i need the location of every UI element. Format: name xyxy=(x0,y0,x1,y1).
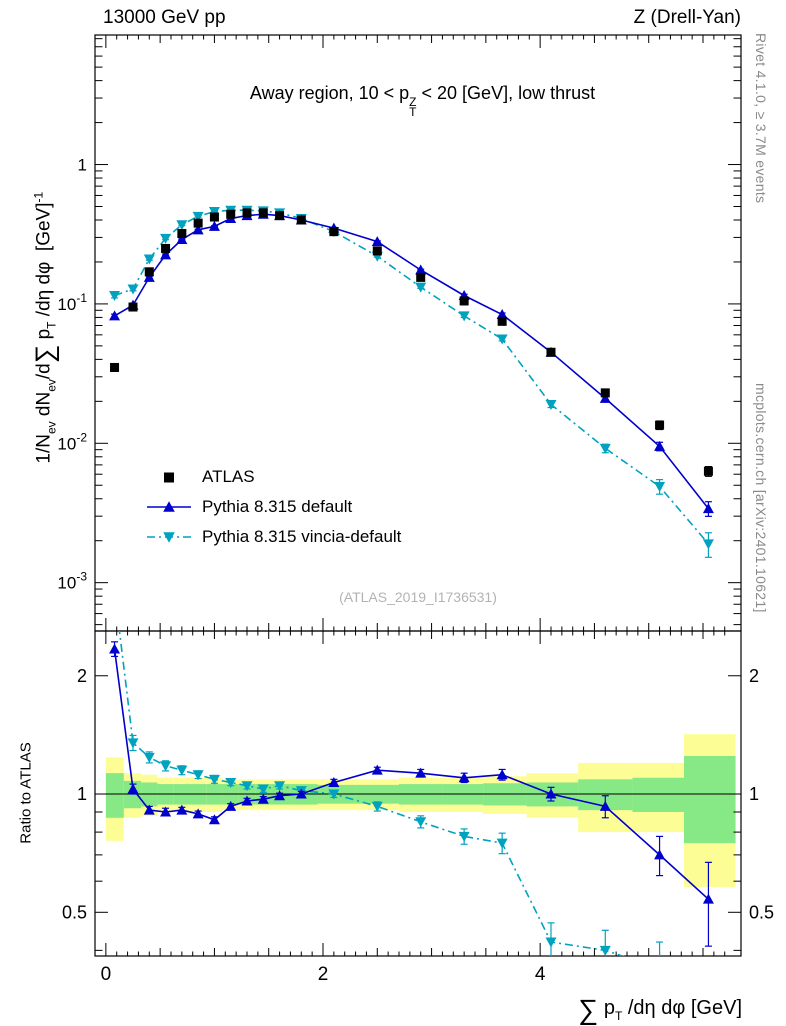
xlab-s1: T xyxy=(614,1009,623,1023)
atlas-marker-icon xyxy=(164,472,174,483)
legend-item-pythia-vincia: Pythia 8.315 vincia-default xyxy=(146,522,401,552)
panel-title-sub: T xyxy=(409,105,417,120)
ylab-s1: ev xyxy=(44,421,59,435)
legend-label-atlas: ATLAS xyxy=(202,467,255,486)
svg-text:4: 4 xyxy=(535,964,546,985)
ylab-p1: 1/N xyxy=(33,434,55,464)
y-axis-label-ratio: Ratio to ATLAS xyxy=(17,742,35,844)
legend-label-pythia-default: Pythia 8.315 default xyxy=(202,497,353,516)
ratio-series xyxy=(109,631,714,956)
svg-text:1: 1 xyxy=(749,784,759,804)
panel-title-post: < 20 [GeV], low thrust xyxy=(416,83,596,103)
svg-text:0.5: 0.5 xyxy=(749,902,774,922)
ylab-p4: p xyxy=(33,328,55,345)
panel-title-sup: Z xyxy=(409,95,417,109)
xlab-p1: p xyxy=(598,997,615,1019)
header-right-title: Z (Drell-Yan) xyxy=(633,7,741,28)
ylab-sup: -1 xyxy=(31,191,46,203)
ylab-p2: dN xyxy=(33,391,55,422)
sum-symbol-x: ∑ xyxy=(578,994,599,1025)
ratio-uncertainty-bands xyxy=(95,734,741,887)
svg-text:2: 2 xyxy=(749,666,759,686)
rivet-version-note: Rivet 4.1.0, ≥ 3.7M events xyxy=(753,33,769,204)
ylab-s2: ev xyxy=(44,379,59,392)
panel-frames xyxy=(94,34,742,957)
svg-text:10-2: 10-2 xyxy=(57,430,87,453)
legend: ATLAS Pythia 8.315 default Pythia 8.315 … xyxy=(146,462,401,552)
svg-text:1: 1 xyxy=(78,156,87,175)
svg-text:2: 2 xyxy=(318,964,329,985)
legend-label-pythia-vincia: Pythia 8.315 vincia-default xyxy=(202,527,402,546)
pythia-vincia-marker-icon xyxy=(147,532,191,543)
ylab-s3: T xyxy=(44,321,59,329)
ylab-p3: /d xyxy=(33,363,55,380)
legend-item-atlas: ATLAS xyxy=(146,462,401,492)
axes-ticks: 0 2 4 1 10-1 10-2 10-3 0.5 0.5 1 1 2 2 xyxy=(57,35,774,985)
svg-text:2: 2 xyxy=(77,666,87,686)
y-axis-label-main: 1/Nev dNev/d∑ pT /dη dφ [GeV]-1 xyxy=(8,192,61,474)
svg-text:10-1: 10-1 xyxy=(57,291,87,314)
ylab-p5: /dη dφ [GeV] xyxy=(33,202,55,322)
svg-text:0.5: 0.5 xyxy=(62,902,87,922)
svg-text:1: 1 xyxy=(77,784,87,804)
analysis-watermark: (ATLAS_2019_I1736531) xyxy=(339,589,497,605)
header-left-title: 13000 GeV pp xyxy=(103,7,226,28)
xlab-p2: /dη dφ [GeV] xyxy=(622,997,742,1019)
pythia-default-marker-icon xyxy=(147,501,191,512)
legend-item-pythia-default: Pythia 8.315 default xyxy=(146,492,401,522)
sum-symbol: ∑ xyxy=(29,344,60,364)
mcplots-arxiv-note: mcplots.cern.ch [arXiv:2401.10621] xyxy=(753,383,769,613)
main-series xyxy=(109,205,714,558)
svg-text:0: 0 xyxy=(101,964,112,985)
panel-title-pre: Away region, 10 < p xyxy=(249,83,410,103)
svg-text:10-3: 10-3 xyxy=(57,570,87,593)
x-axis-label: ∑ pT /dη dφ [GeV] xyxy=(567,971,742,1026)
